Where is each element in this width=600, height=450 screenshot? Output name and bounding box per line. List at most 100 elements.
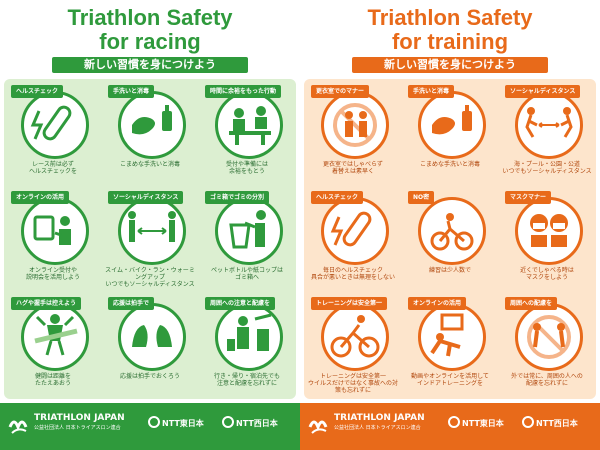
card-caption: スイム・バイク・ラン・ウォーミングアップ いつでもソーシャルディスタンス — [105, 267, 195, 288]
card-caption: 練習は少人数で — [428, 267, 471, 274]
racing-card-online: オンラインの活用 オンライン受付や 説明会を活用しよう — [7, 187, 99, 287]
training-card-no-crowd: NO密 練習は少人数で — [404, 187, 496, 287]
card-caption: オンライン受付や 説明会を活用しよう — [25, 267, 80, 281]
small-group-icon — [430, 213, 474, 251]
card-caption: 応援は拍手でおくろう — [119, 373, 180, 380]
racing-panel: Triathlon Safety for racing 新しい習慣を身につけよう… — [0, 5, 300, 450]
card-tag: ハグや握手は控えよう — [11, 297, 82, 310]
training-subtitle: 新しい習慣を身につけよう — [352, 57, 548, 73]
distance-icon — [525, 107, 573, 138]
racing-card-travel: 周囲への注意と配慮を 行き・帰り・宿泊先でも 注意と配慮を忘れずに — [201, 293, 293, 393]
indoor-training-icon — [430, 313, 464, 357]
card-caption: 健闘は距離を たたえあおう — [34, 373, 71, 387]
card-caption: こまめな手洗いと消毒 — [119, 161, 180, 168]
training-board: 更衣室でのマナー 更衣室ではしゃべらず 着替えは素早く 手洗いと消毒 こまめな手… — [304, 79, 596, 399]
racing-card-hand-wash: 手洗いと消毒 こまめな手洗いと消毒 — [104, 81, 196, 181]
card-tag: マスクマナー — [505, 191, 552, 204]
online-icon — [33, 215, 71, 245]
hand-wash-icon — [432, 105, 472, 135]
card-caption: トレーニングは安全第一 ウイルスだけではなく事故への対策も忘れずに — [307, 373, 398, 394]
training-card-online: オンラインの活用 動画やオンラインを活用して インドアトレーニングを — [404, 293, 496, 393]
card-caption: ペットボトルや紙コップは ゴミ箱へ — [210, 267, 283, 281]
racing-card-health-check: ヘルスチェック レース前は必ず ヘルスチェックを — [7, 81, 99, 181]
racing-title: Triathlon Safety for racing — [0, 6, 300, 54]
sponsor-ntt-west: NTT西日本 — [522, 416, 578, 432]
thermometer-icon — [30, 105, 72, 141]
card-circle — [215, 91, 283, 159]
card-tag: オンラインの活用 — [408, 297, 467, 310]
triathlon-japan-logo-icon — [8, 420, 28, 434]
card-caption: 近くでしゃべる時は マスクをしよう — [520, 267, 574, 281]
travel-icon — [227, 313, 272, 351]
triathlon-japan-logo-icon — [308, 420, 328, 434]
card-caption: 外では常に、周囲の人への 配慮を忘れずに — [511, 373, 583, 387]
card-caption: こまめな手洗いと消毒 — [419, 161, 480, 168]
training-title-line2: for training — [391, 29, 509, 54]
card-tag: トレーニングは安全第一 — [311, 297, 388, 310]
card-tag: 手洗いと消毒 — [408, 85, 455, 98]
trash-icon — [229, 210, 266, 249]
card-caption: 海・プール・公園・公道 いつでもソーシャルディスタンス — [502, 161, 592, 175]
training-title: Triathlon Safety for training — [300, 6, 600, 54]
footer-org-name: TRIATHLON JAPAN — [34, 413, 125, 423]
ntt-logo-icon — [222, 416, 234, 428]
training-panel: Triathlon Safety for training 新しい習慣を身につけ… — [300, 0, 600, 450]
training-card-mask: マスクマナー 近くでしゃべる時は マスクをしよう — [501, 187, 593, 287]
reception-icon — [229, 106, 271, 145]
card-caption: 受付や準備には 余裕をもとう — [225, 161, 268, 175]
card-tag: 周囲への配慮を — [505, 297, 558, 310]
training-card-consideration: 周囲への配慮を 外では常に、周囲の人への 配慮を忘れずに — [501, 293, 593, 393]
card-tag: 手洗いと消毒 — [108, 85, 155, 98]
card-tag: 周囲への注意と配慮を — [205, 297, 276, 310]
thermometer-icon — [330, 211, 372, 247]
card-circle — [321, 303, 389, 371]
distance-icon — [128, 211, 176, 242]
card-caption: レース前は必ず ヘルスチェックを — [28, 161, 77, 175]
racing-title-line1: Triathlon Safety — [67, 5, 233, 30]
ntt-logo-icon — [148, 416, 160, 428]
no-group-icon — [527, 315, 571, 359]
card-circle — [515, 197, 583, 265]
training-card-hand-wash: 手洗いと消毒 こまめな手洗いと消毒 — [404, 81, 496, 181]
racing-card-trash: ゴミ箱でゴミの分別 ペットボトルや紙コップは ゴミ箱へ — [201, 187, 293, 287]
card-caption: 毎日のヘルスチェック 具合が悪いときは無理をしない — [310, 267, 395, 281]
training-card-safety-first: トレーニングは安全第一 トレーニングは安全第一 ウイルスだけではなく事故への対策… — [307, 293, 399, 394]
finish-icon — [34, 314, 78, 356]
racing-footer: TRIATHLON JAPAN 公益社団法人 日本トライアスロン連合 NTT東日… — [0, 403, 300, 450]
sponsor-ntt-east: NTT東日本 — [448, 416, 504, 432]
sponsor-name: NTT東日本 — [162, 419, 204, 428]
card-tag: NO密 — [408, 191, 435, 204]
sponsor-name: NTT西日本 — [236, 419, 278, 428]
racing-card-distance: ソーシャルディスタンス スイム・バイク・ラン・ウォーミングアップ いつでもソーシ… — [104, 187, 196, 288]
card-tag: 時間に余裕をもった行動 — [205, 85, 282, 98]
card-caption: 動画やオンラインを活用して インドアトレーニングを — [411, 373, 489, 387]
footer-org-name: TRIATHLON JAPAN — [334, 413, 425, 423]
sponsor-name: NTT東日本 — [462, 419, 504, 428]
card-tag: ゴミ箱でゴミの分別 — [205, 191, 270, 204]
card-tag: ヘルスチェック — [11, 85, 64, 98]
card-caption: 行き・帰り・宿泊先でも 注意と配慮を忘れずに — [213, 373, 280, 387]
hand-wash-icon — [132, 105, 172, 135]
racing-subtitle: 新しい習慣を身につけよう — [52, 57, 248, 73]
card-tag: ヘルスチェック — [311, 191, 364, 204]
training-card-locker-manners: 更衣室でのマナー 更衣室ではしゃべらず 着替えは素早く — [307, 81, 399, 181]
no-talking-icon — [333, 103, 377, 147]
racing-card-clap: 応援は拍手で 応援は拍手でおくろう — [104, 293, 196, 393]
sponsor-ntt-east: NTT東日本 — [148, 416, 204, 432]
training-title-line1: Triathlon Safety — [367, 5, 533, 30]
footer-org-subtitle: 公益社団法人 日本トライアスロン連合 — [334, 425, 421, 431]
mask-icon — [530, 214, 568, 247]
sponsor-ntt-west: NTT西日本 — [222, 416, 278, 432]
training-card-distance: ソーシャルディスタンス 海・プール・公園・公道 いつでもソーシャルディスタンス — [501, 81, 593, 181]
footer-org-subtitle: 公益社団法人 日本トライアスロン連合 — [34, 425, 121, 431]
training-footer: TRIATHLON JAPAN 公益社団法人 日本トライアスロン連合 NTT東日… — [300, 403, 600, 450]
card-tag: ソーシャルディスタンス — [505, 85, 581, 98]
card-tag: 更衣室でのマナー — [311, 85, 370, 98]
sponsor-name: NTT西日本 — [536, 419, 578, 428]
cycling-icon — [330, 315, 380, 358]
training-card-health-check: ヘルスチェック 毎日のヘルスチェック 具合が悪いときは無理をしない — [307, 187, 399, 287]
card-tag: ソーシャルディスタンス — [108, 191, 184, 204]
clap-icon — [132, 325, 172, 347]
card-tag: 応援は拍手で — [108, 297, 155, 310]
